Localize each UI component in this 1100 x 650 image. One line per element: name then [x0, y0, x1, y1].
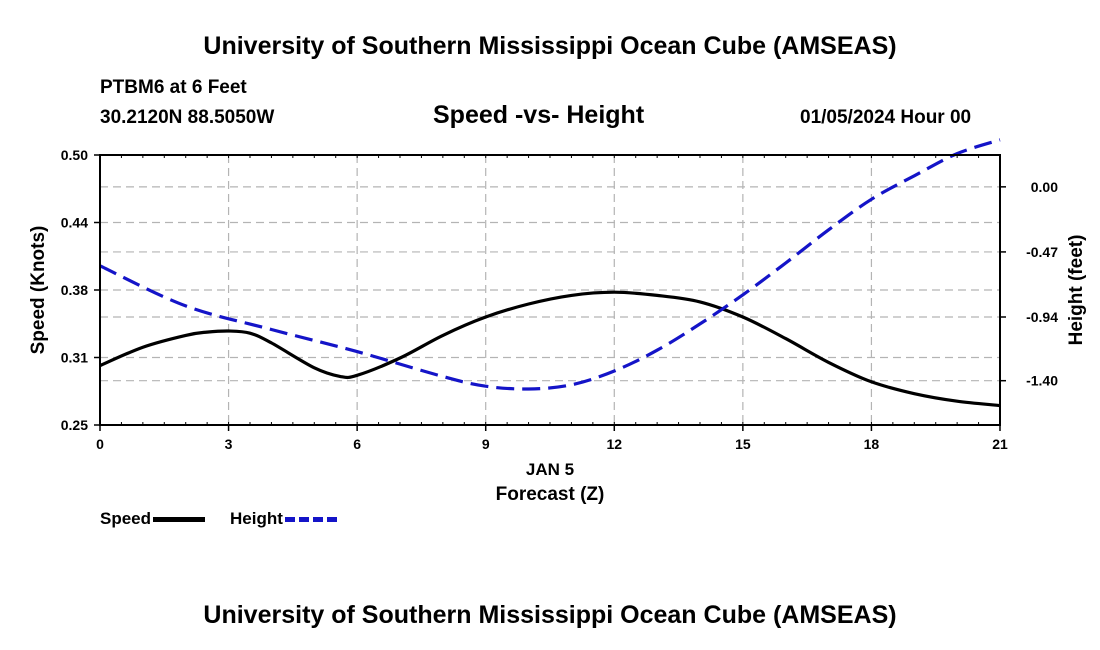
- legend-height-label: Height: [230, 509, 283, 528]
- series-layer: [99, 138, 1001, 408]
- x-tick-label: 12: [606, 436, 622, 452]
- y2-tick-label: -0.47: [1026, 244, 1058, 260]
- y-tick-label: 0.44: [61, 215, 88, 231]
- y-tick-label: 0.25: [61, 417, 88, 433]
- x-tick-label: 18: [864, 436, 880, 452]
- page-title: University of Southern Mississippi Ocean…: [203, 32, 897, 60]
- datetime-label: 01/05/2024 Hour 00: [800, 107, 972, 128]
- chart-title: Speed -vs- Height: [433, 101, 645, 129]
- coordinates-label: 30.2120N 88.5050W: [100, 107, 275, 128]
- y-tick-label: 0.38: [61, 282, 88, 298]
- x-tick-label: 3: [225, 436, 233, 452]
- y2-axis-label: Height (feet): [1066, 235, 1087, 346]
- y2-tick-label: -1.40: [1026, 373, 1058, 389]
- legend-speed-swatch: [153, 516, 206, 522]
- x-tick-label: 21: [992, 436, 1008, 452]
- x-axis-date-label: JAN 5: [526, 460, 574, 479]
- x-tick-label: 9: [482, 436, 490, 452]
- y2-tick-label: -0.94: [1026, 309, 1058, 325]
- y-axis-label: Speed (Knots): [28, 226, 49, 355]
- y-tick-label: 0.50: [61, 147, 88, 163]
- station-label: PTBM6 at 6 Feet: [100, 77, 247, 98]
- x-tick-label: 6: [353, 436, 361, 452]
- y2-tick-label: 0.00: [1031, 179, 1058, 195]
- legend-height-swatch: [284, 516, 337, 522]
- x-tick-label: 0: [96, 436, 104, 452]
- legend-height: Height: [230, 509, 337, 529]
- y-tick-label: 0.31: [61, 350, 88, 366]
- axis-ticks: 0 3 6 9 12 15 18 21 0.25 0.31 0.38 0.44 0.50 0.00 -0.4…: [61, 147, 1058, 452]
- footer-title: University of Southern Mississippi Ocean…: [203, 601, 897, 629]
- grid-lines: [100, 155, 1000, 425]
- x-axis-label: Forecast (Z): [496, 484, 605, 505]
- series-line-speed: [99, 290, 1001, 408]
- legend-speed-label: Speed: [100, 509, 152, 528]
- legend-speed: Speed: [100, 509, 206, 529]
- series-line-height: [99, 138, 1001, 391]
- x-tick-label: 15: [735, 436, 751, 452]
